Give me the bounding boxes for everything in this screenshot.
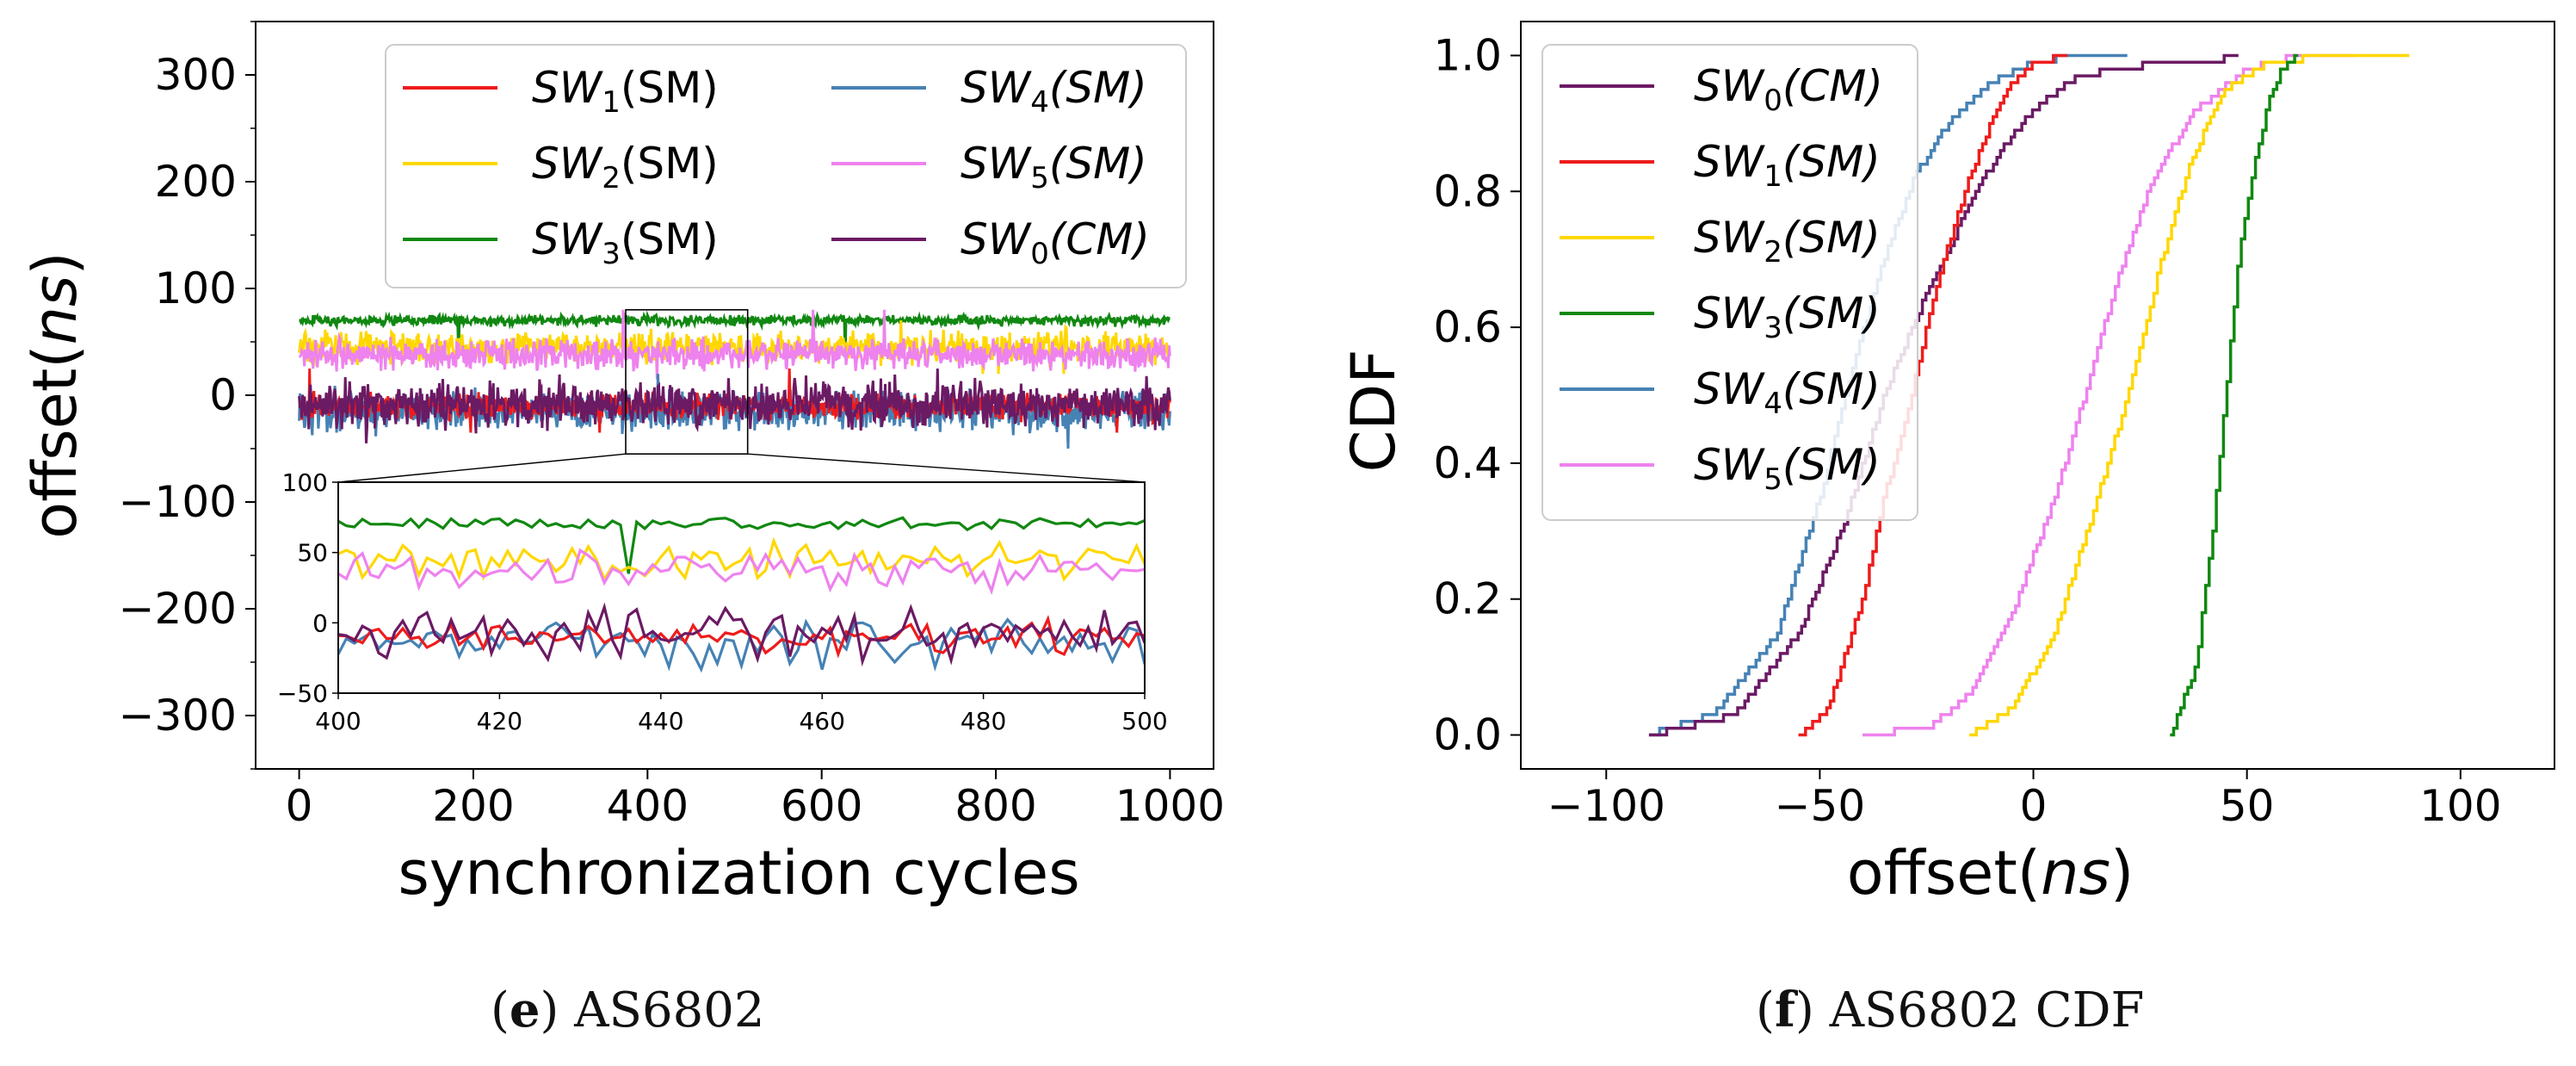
legend-item: SW0(CM) xyxy=(831,214,1150,271)
series-line-SW3(SM) xyxy=(299,310,1171,358)
legend-item: SW2(SM) xyxy=(403,139,719,195)
y-tick-label: 100 xyxy=(155,263,237,313)
caption-f-text: AS6802 CDF xyxy=(1829,982,2145,1038)
caption-f-letter: f xyxy=(1774,982,1795,1038)
inset-x-tick-label: 480 xyxy=(961,707,1006,735)
legend-label: SW0(CM) xyxy=(1694,61,1883,118)
legend-label: SW3(SM) xyxy=(1694,288,1881,345)
x-tick-label: 600 xyxy=(781,781,862,831)
legend-label: SW4(SM) xyxy=(1694,364,1881,421)
zoom-box xyxy=(625,308,749,455)
legend-label: SW5(SM) xyxy=(961,139,1147,195)
x-tick-label: 50 xyxy=(2220,781,2275,831)
caption-e: (e) AS6802 xyxy=(491,982,765,1038)
legend-box xyxy=(385,44,1187,288)
x-tick-label: 1000 xyxy=(1115,781,1225,831)
inset-y-tick-label: −50 xyxy=(277,679,328,708)
legend-label: SW0(CM) xyxy=(961,214,1150,271)
legend-item: SW1(SM) xyxy=(1560,137,1881,194)
legend-label: SW2(SM) xyxy=(532,139,719,195)
caption-f: (f) AS6802 CDF xyxy=(1756,982,2145,1038)
inset-border xyxy=(337,481,1146,694)
legend-item: SW5(SM) xyxy=(831,139,1147,195)
legend-item: SW4(SM) xyxy=(1560,364,1881,421)
cdf-line-SW0(CM) xyxy=(1648,53,2239,737)
legend-label: SW3(SM) xyxy=(532,214,719,271)
inset-line-SW4(SM) xyxy=(338,617,1145,673)
legend-label: SW1(SM) xyxy=(1694,137,1881,194)
cdf-line-SW3(SM) xyxy=(2170,53,2299,737)
inset-x-tick-label: 500 xyxy=(1121,707,1167,735)
zoom-connector xyxy=(747,453,1146,483)
inset-y-tick-label: 0 xyxy=(312,609,328,637)
y-tick-label: 200 xyxy=(155,157,237,207)
legend-label: SW5(SM) xyxy=(1694,440,1881,497)
inset-line-SW3(SM) xyxy=(338,516,1145,574)
y-tick-label: 0.8 xyxy=(1433,166,1502,216)
inset-frame xyxy=(337,481,1146,694)
y-tick-label: −300 xyxy=(119,691,237,741)
y-axis-label: offset(ns) xyxy=(20,251,90,539)
cdf-line-SW5(SM) xyxy=(1863,53,2354,737)
x-tick-label: 200 xyxy=(432,781,514,831)
inset-x-tick-label: 460 xyxy=(799,707,844,735)
inset-x-tick-label: 440 xyxy=(638,707,683,735)
inset-x-tick-label: 420 xyxy=(477,707,522,735)
x-tick-label: −50 xyxy=(1775,781,1866,831)
y-tick-label: −200 xyxy=(119,584,237,634)
legend-item: SW1(SM) xyxy=(403,63,719,120)
inset-plot xyxy=(338,516,1145,673)
legend-item: SW5(SM) xyxy=(1560,440,1881,497)
legend-item: SW3(SM) xyxy=(1560,288,1881,345)
x-tick-label: −100 xyxy=(1547,781,1665,831)
inset-x-tick-label: 400 xyxy=(315,707,361,735)
y-tick-label: 0.6 xyxy=(1433,302,1502,352)
series-line-SW5(SM) xyxy=(298,309,1171,380)
x-axis-label: synchronization cycles xyxy=(398,838,1079,908)
cdf-line-SW1(SM) xyxy=(1798,53,2068,737)
x-tick-label: 0 xyxy=(286,781,313,831)
x-tick-label: 400 xyxy=(607,781,689,831)
legend-label: SW1(SM) xyxy=(532,63,719,120)
legend-label: SW4(SM) xyxy=(961,63,1147,120)
x-tick-label: 100 xyxy=(2419,781,2501,831)
y-tick-label: 0.2 xyxy=(1433,574,1502,624)
y-tick-label: 300 xyxy=(155,50,237,100)
x-tick-label: 800 xyxy=(954,781,1036,831)
inset-y-tick-label: 50 xyxy=(297,539,328,567)
caption-e-letter: e xyxy=(509,982,541,1038)
legend-item: SW2(SM) xyxy=(1560,213,1881,270)
inset-line-SW5(SM) xyxy=(338,548,1145,596)
legend: SW0(CM) SW1(SM) SW2(SM) SW3(SM) SW4(SM) SW5(S… xyxy=(1541,44,1918,521)
legend-item: SW3(SM) xyxy=(403,214,719,271)
legend-label: SW2(SM) xyxy=(1694,213,1881,270)
chart-panel-f: −100 −50 0 50 100 0.0 0.2 0.4 0.6 0.8 1.0 offset(ns… xyxy=(1338,21,2555,908)
cdf-line-SW2(SM) xyxy=(1969,53,2410,737)
axes-frame xyxy=(1520,21,2555,770)
y-tick-label: −100 xyxy=(119,477,237,527)
legend: SW1(SM) SW2(SM) SW3(SM) SW4(SM) SW5(SM) SW0(C… xyxy=(385,44,1187,288)
legend-item: SW4(SM) xyxy=(831,63,1147,120)
inset-line-SW0(CM) xyxy=(338,602,1145,667)
x-tick-label: 0 xyxy=(2020,781,2048,831)
caption-e-text: AS6802 xyxy=(574,982,765,1038)
y-tick-label: 1.0 xyxy=(1433,30,1502,80)
series-line-SW0(CM) xyxy=(298,368,1171,443)
chart-panel-e: 0 200 400 600 800 10003002001000−100−200−300s… xyxy=(20,21,1225,908)
y-tick-label: 0 xyxy=(209,370,237,420)
y-tick-label: 0.4 xyxy=(1433,438,1502,488)
legend-item: SW0(CM) xyxy=(1560,61,1883,118)
y-tick-label: 0.0 xyxy=(1433,710,1502,760)
inset-line-SW2(SM) xyxy=(338,536,1145,583)
y-axis-label: CDF xyxy=(1338,349,1409,472)
inset-y-tick-label: 100 xyxy=(282,468,328,497)
x-axis-label: offset(ns) xyxy=(1847,838,2134,908)
zoom-connector xyxy=(337,453,627,483)
